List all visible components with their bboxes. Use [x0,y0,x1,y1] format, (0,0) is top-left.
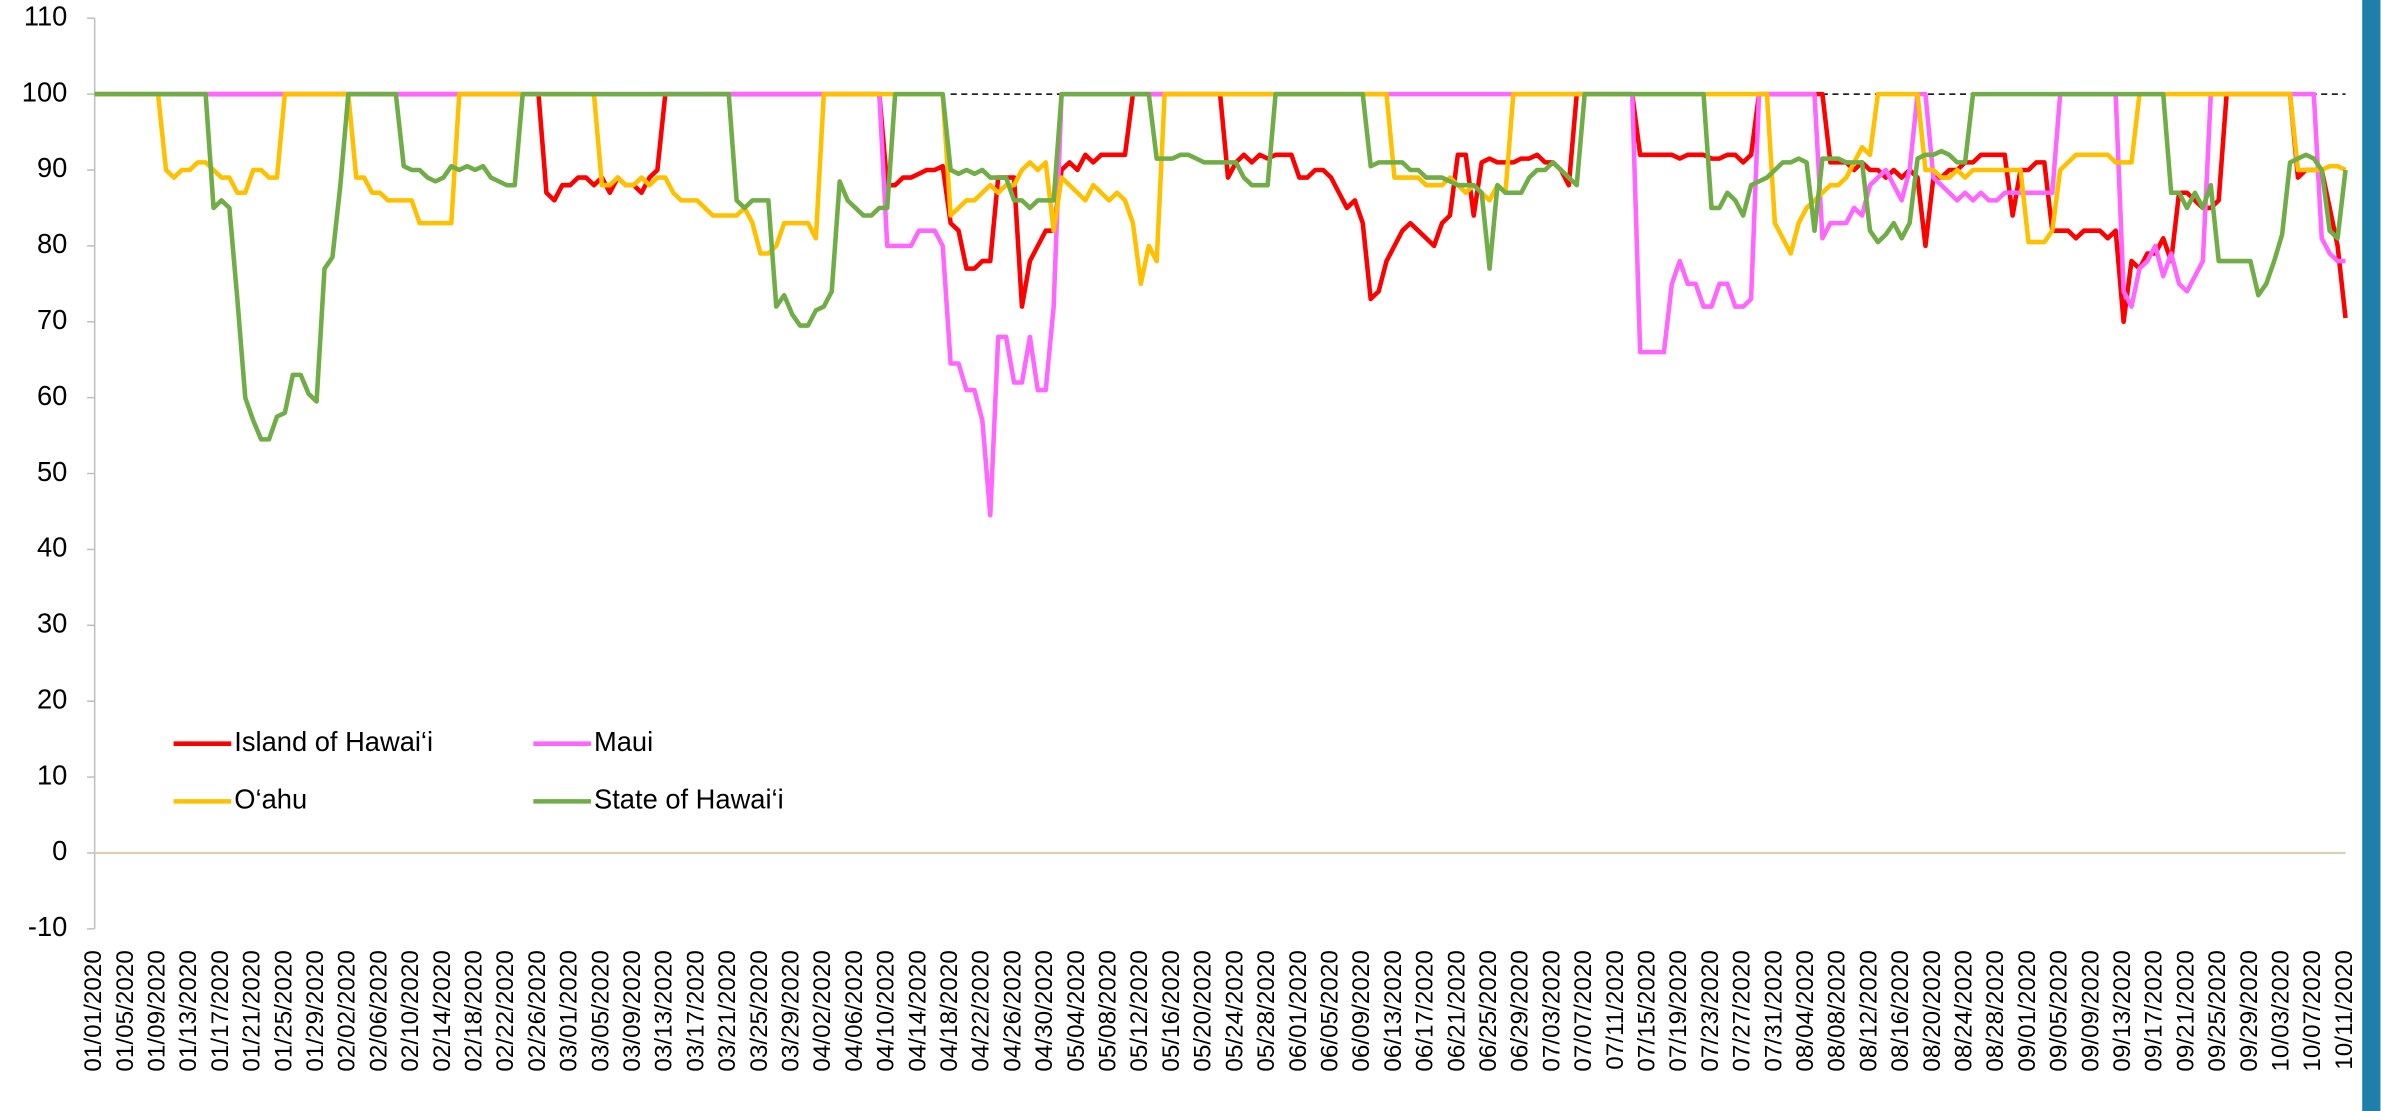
y-tick-label: 100 [22,76,68,107]
legend-label: O‘ahu [234,784,307,815]
legend-label: Island of Hawai‘i [234,726,433,757]
x-tick-label: 03/09/2020 [619,950,646,1071]
x-tick-label: 06/25/2020 [1475,950,1502,1071]
legend-label: Maui [594,726,653,757]
x-tick-label: 08/28/2020 [1982,950,2009,1071]
x-tick-label: 04/10/2020 [873,950,900,1071]
x-tick-label: 10/07/2020 [2299,950,2326,1071]
x-tick-label: 01/21/2020 [239,950,266,1071]
y-tick-label: 50 [37,456,67,487]
x-tick-label: 09/25/2020 [2204,950,2231,1071]
x-tick-label: 09/09/2020 [2077,950,2104,1071]
y-tick-label: 0 [52,835,67,866]
x-tick-label: 09/21/2020 [2172,950,2199,1071]
x-tick-label: 05/28/2020 [1253,950,1280,1071]
y-tick-label: -10 [28,911,67,942]
edge-decoration [2362,0,2381,1111]
x-tick-label: 08/12/2020 [1855,950,1882,1071]
x-tick-label: 07/07/2020 [1570,950,1597,1071]
x-tick-label: 08/20/2020 [1919,950,1946,1071]
x-tick-label: 06/09/2020 [1348,950,1375,1071]
x-tick-label: 07/03/2020 [1538,950,1565,1071]
x-tick-label: 07/19/2020 [1665,950,1692,1071]
x-tick-label: 07/15/2020 [1633,950,1660,1071]
x-tick-label: 01/13/2020 [175,950,202,1071]
x-tick-label: 06/17/2020 [1412,950,1439,1071]
y-tick-label: 110 [24,0,68,31]
x-tick-label: 06/29/2020 [1507,950,1534,1071]
x-tick-label: 08/08/2020 [1824,950,1851,1071]
series-line [94,91,2348,325]
y-tick-label: 90 [37,152,67,183]
x-tick-label: 01/09/2020 [143,950,170,1071]
x-tick-label: 07/27/2020 [1729,950,1756,1071]
y-tick-label: 60 [37,380,67,411]
x-tick-label: 06/01/2020 [1285,950,1312,1071]
x-tick-label: 09/13/2020 [2109,950,2136,1071]
x-tick-label: 02/18/2020 [461,950,488,1071]
series-line [94,91,2347,287]
x-tick-label: 05/12/2020 [1126,950,1153,1071]
x-tick-label: 03/13/2020 [651,950,678,1071]
x-tick-label: 04/02/2020 [809,950,836,1071]
x-tick-label: 05/08/2020 [1095,950,1122,1071]
x-tick-label: 04/06/2020 [841,950,868,1071]
x-tick-label: 02/10/2020 [397,950,424,1071]
x-tick-label: 06/05/2020 [1316,950,1343,1071]
x-tick-label: 01/01/2020 [80,950,107,1071]
x-tick-label: 03/01/2020 [556,950,583,1071]
x-tick-label: 04/26/2020 [999,950,1026,1071]
x-tick-label: 04/30/2020 [1031,950,1058,1071]
y-tick-label: 30 [37,608,67,639]
x-tick-label: 03/05/2020 [587,950,614,1071]
x-tick-label: 04/14/2020 [904,950,931,1071]
x-tick-label: 01/05/2020 [112,950,139,1071]
x-tick-label: 03/29/2020 [778,950,805,1071]
x-tick-label: 04/22/2020 [968,950,995,1071]
x-tick-label: 10/11/2020 [2331,950,2358,1070]
x-tick-label: 09/29/2020 [2236,950,2263,1071]
x-tick-label: 06/21/2020 [1443,950,1470,1071]
x-tick-label: 07/23/2020 [1697,950,1724,1071]
x-tick-label: 05/24/2020 [1221,950,1248,1071]
x-tick-label: 07/11/2020 [1602,950,1629,1070]
x-tick-label: 10/03/2020 [2268,950,2295,1071]
x-tick-label: 04/18/2020 [936,950,963,1071]
x-tick-label: 02/22/2020 [492,950,519,1071]
x-tick-label: 02/06/2020 [365,950,392,1071]
x-tick-label: 01/17/2020 [207,950,234,1071]
x-tick-label: 01/25/2020 [270,950,297,1071]
x-tick-label: 01/29/2020 [302,950,329,1071]
x-tick-label: 09/17/2020 [2141,950,2168,1071]
x-tick-label: 05/04/2020 [1063,950,1090,1071]
x-tick-label: 08/04/2020 [1792,950,1819,1071]
x-tick-label: 08/24/2020 [1950,950,1977,1071]
y-tick-label: 40 [37,532,67,563]
y-tick-label: 20 [37,683,67,714]
x-tick-label: 02/26/2020 [524,950,551,1071]
legend-label: State of Hawai‘i [594,784,784,815]
y-tick-label: 10 [37,759,67,790]
y-tick-label: 80 [37,228,67,259]
x-tick-label: 03/21/2020 [714,950,741,1071]
x-tick-label: 05/16/2020 [1158,950,1185,1071]
y-tick-label: 70 [37,304,67,335]
series-line [94,91,2346,518]
x-tick-label: 09/01/2020 [2014,950,2041,1071]
x-tick-label: 08/16/2020 [1887,950,1914,1071]
x-tick-label: 05/20/2020 [1190,950,1217,1071]
x-tick-label: 07/31/2020 [1760,950,1787,1071]
x-tick-label: 02/02/2020 [334,950,361,1071]
x-tick-label: 02/14/2020 [429,950,456,1071]
x-tick-label: 06/13/2020 [1380,950,1407,1071]
x-tick-label: 03/25/2020 [746,950,773,1071]
series-line [94,91,2348,442]
x-tick-label: 09/05/2020 [2046,950,2073,1071]
x-tick-label: 03/17/2020 [682,950,709,1071]
